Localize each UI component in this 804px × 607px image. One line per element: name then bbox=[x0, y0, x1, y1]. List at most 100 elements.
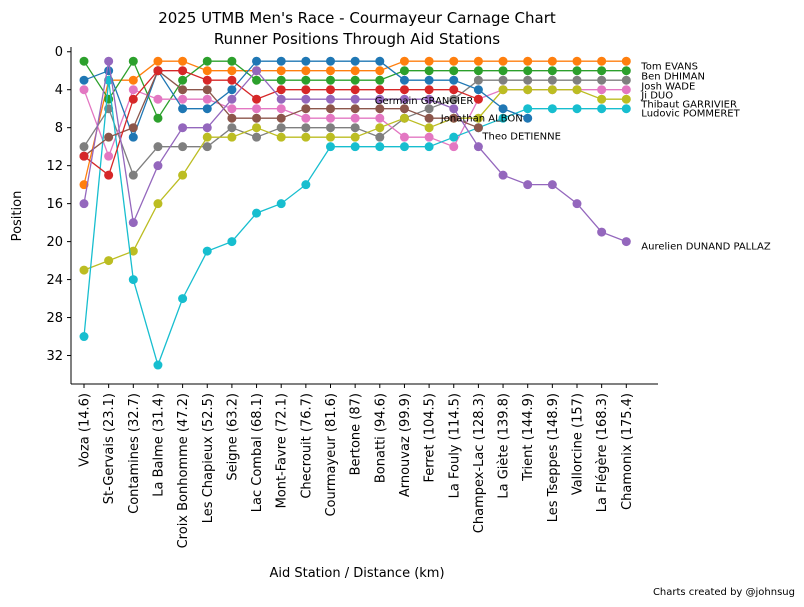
data-point bbox=[301, 94, 311, 104]
data-point bbox=[375, 66, 385, 76]
x-tick-label: Lac Combal (68.1) bbox=[250, 393, 265, 512]
series-josh-wade bbox=[79, 75, 631, 180]
data-point bbox=[227, 104, 237, 114]
data-point bbox=[572, 66, 582, 76]
data-point bbox=[178, 94, 188, 104]
data-point bbox=[153, 199, 163, 209]
data-point bbox=[621, 56, 631, 66]
data-point bbox=[153, 161, 163, 171]
x-axis: Voza (14.6) St-Gervais (23.1) Contamines (… bbox=[78, 384, 635, 548]
x-tick-label: La Giète (139.8) bbox=[497, 393, 512, 499]
data-point bbox=[252, 94, 262, 104]
data-point bbox=[375, 132, 385, 142]
x-tick-label: Vallorcine (157) bbox=[571, 393, 586, 495]
data-point bbox=[399, 66, 409, 76]
data-point bbox=[375, 123, 385, 133]
mid-label: Jonathan ALBON bbox=[440, 114, 523, 125]
data-point bbox=[128, 132, 138, 142]
data-point bbox=[547, 66, 557, 76]
data-point bbox=[597, 75, 607, 85]
x-tick-label: Bertone (87) bbox=[349, 393, 364, 475]
data-point bbox=[399, 142, 409, 152]
data-point bbox=[178, 294, 188, 304]
series-ben-dhiman bbox=[79, 56, 631, 123]
data-point bbox=[350, 75, 360, 85]
data-point bbox=[202, 66, 212, 76]
data-point bbox=[597, 66, 607, 76]
y-tick-label: 28 bbox=[46, 311, 63, 326]
data-point bbox=[473, 56, 483, 66]
data-point bbox=[326, 142, 335, 152]
y-axis: 0 4 8 12 16 20 24 28 32 bbox=[46, 45, 71, 364]
x-tick-label: Mont-Favre (72.1) bbox=[275, 393, 290, 508]
data-point bbox=[498, 56, 508, 66]
data-point bbox=[153, 56, 163, 66]
data-point bbox=[227, 113, 237, 123]
data-point bbox=[104, 56, 114, 66]
data-point bbox=[252, 56, 262, 66]
data-point bbox=[128, 218, 138, 228]
end-label: Tom EVANS bbox=[640, 62, 698, 73]
data-point bbox=[178, 85, 188, 95]
data-point bbox=[350, 94, 360, 104]
chart-title-line2: Runner Positions Through Aid Stations bbox=[214, 30, 500, 48]
data-point bbox=[597, 104, 607, 114]
data-point bbox=[202, 85, 212, 95]
data-point bbox=[326, 113, 335, 123]
data-point bbox=[375, 85, 385, 95]
data-point bbox=[79, 151, 89, 161]
data-point bbox=[153, 360, 163, 370]
data-point bbox=[227, 94, 237, 104]
data-point bbox=[326, 104, 335, 114]
data-point bbox=[326, 75, 335, 85]
data-point bbox=[597, 85, 607, 95]
data-point bbox=[252, 75, 262, 85]
data-point bbox=[79, 332, 89, 342]
chart-title-line1: 2025 UTMB Men's Race - Courmayeur Carnag… bbox=[158, 9, 556, 27]
data-point bbox=[547, 75, 557, 85]
data-point bbox=[523, 75, 533, 85]
data-point bbox=[375, 75, 385, 85]
data-point bbox=[621, 237, 631, 247]
y-tick-label: 16 bbox=[46, 197, 63, 212]
x-tick-label: Les Chapieux (52.5) bbox=[201, 393, 216, 523]
x-tick-label: Trient (144.9) bbox=[521, 393, 536, 482]
data-point bbox=[473, 113, 483, 123]
data-point bbox=[572, 75, 582, 85]
data-point bbox=[301, 66, 311, 76]
series-layer bbox=[79, 56, 631, 370]
data-point bbox=[227, 132, 237, 142]
data-point bbox=[449, 56, 459, 66]
data-point bbox=[178, 123, 188, 133]
end-label: Ludovic POMMERET bbox=[641, 109, 740, 120]
data-point bbox=[523, 113, 533, 123]
data-point bbox=[178, 66, 188, 76]
chart-credit: Charts created by @johnsug bbox=[653, 587, 795, 598]
x-axis-label: Aid Station / Distance (km) bbox=[269, 566, 444, 581]
data-point bbox=[547, 56, 557, 66]
data-point bbox=[128, 275, 138, 285]
data-point bbox=[523, 104, 533, 114]
x-tick-label: Champex-Lac (128.3) bbox=[472, 393, 487, 533]
data-point bbox=[301, 132, 311, 142]
data-point bbox=[79, 265, 89, 275]
data-point bbox=[128, 123, 138, 133]
data-point bbox=[128, 94, 138, 104]
data-point bbox=[301, 123, 311, 133]
data-point bbox=[301, 56, 311, 66]
data-point bbox=[572, 104, 582, 114]
data-point bbox=[301, 85, 311, 95]
x-tick-label: Ferret (104.5) bbox=[423, 393, 438, 483]
x-tick-label: Seigne (63.2) bbox=[225, 393, 240, 481]
data-point bbox=[399, 132, 409, 142]
data-point bbox=[424, 94, 434, 104]
data-point bbox=[326, 123, 335, 133]
end-label: Josh WADE bbox=[640, 82, 695, 93]
data-point bbox=[350, 66, 360, 76]
data-point bbox=[449, 142, 459, 152]
data-point bbox=[227, 75, 237, 85]
data-point bbox=[597, 94, 607, 104]
data-point bbox=[252, 132, 262, 142]
